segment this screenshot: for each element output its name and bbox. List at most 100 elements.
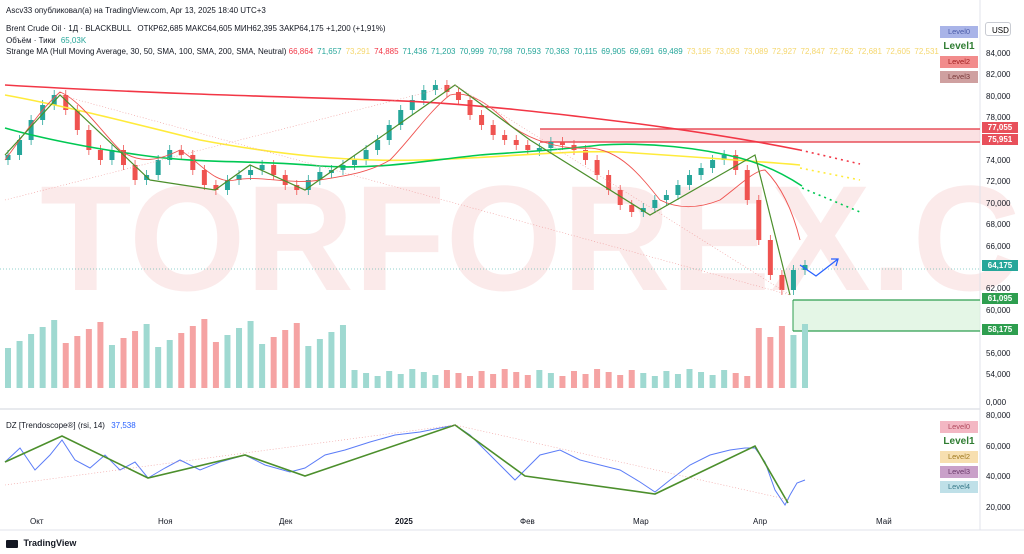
candle[interactable]: [282, 175, 288, 185]
candle[interactable]: [305, 180, 311, 190]
level-badge: Level2: [940, 56, 978, 68]
time-tick: Апр: [753, 517, 768, 526]
candle[interactable]: [710, 160, 716, 168]
candle[interactable]: [352, 160, 358, 165]
volume-label[interactable]: Объём · Тики: [6, 36, 56, 45]
candle[interactable]: [121, 150, 127, 165]
support-zone[interactable]: [793, 300, 980, 331]
ma-value: 73,195: [686, 47, 712, 56]
symbol-name[interactable]: Brent Crude Oil · 1Д · BLACKBULL: [6, 24, 132, 33]
candle[interactable]: [86, 130, 92, 150]
projection-arrow[interactable]: [799, 258, 839, 277]
sma50-line[interactable]: [4, 127, 803, 187]
sma200-projection: [799, 149, 861, 165]
candle[interactable]: [386, 125, 392, 140]
oscillator-pane[interactable]: [4, 424, 806, 506]
candle[interactable]: [40, 105, 46, 120]
candle[interactable]: [132, 165, 138, 180]
candle[interactable]: [559, 142, 565, 145]
candle[interactable]: [652, 200, 658, 208]
ma-value: 71,203: [431, 47, 456, 56]
candle[interactable]: [109, 150, 115, 160]
candle[interactable]: [248, 170, 254, 175]
hull-ma-line[interactable]: [4, 91, 801, 241]
candle[interactable]: [51, 95, 57, 105]
candle[interactable]: [363, 150, 369, 160]
candle[interactable]: [617, 190, 623, 205]
candle[interactable]: [259, 165, 265, 170]
candle[interactable]: [686, 175, 692, 185]
candle[interactable]: [525, 145, 531, 150]
candle[interactable]: [97, 150, 103, 160]
candle[interactable]: [479, 115, 485, 125]
candle[interactable]: [629, 205, 635, 212]
price-axis[interactable]: 84,00082,00080,00078,00076,00074,00072,0…: [980, 0, 1024, 409]
candle[interactable]: [606, 175, 612, 190]
oscillator-tick: 40,000: [986, 472, 1011, 481]
volume-bar: [85, 329, 92, 388]
candle[interactable]: [513, 140, 519, 145]
price-zigzag[interactable]: [4, 84, 791, 296]
candle[interactable]: [421, 90, 427, 100]
candle[interactable]: [502, 135, 508, 140]
candle[interactable]: [455, 92, 461, 100]
price-tag[interactable]: 58,175: [982, 324, 1018, 336]
candle[interactable]: [767, 240, 773, 275]
currency-button[interactable]: USD: [985, 22, 1011, 36]
rsi-line[interactable]: [4, 424, 806, 506]
candle[interactable]: [5, 155, 11, 160]
sma100-line[interactable]: [4, 94, 801, 166]
candle[interactable]: [271, 165, 277, 175]
candle[interactable]: [444, 85, 450, 92]
candle[interactable]: [190, 155, 196, 170]
price-tag[interactable]: 75,951: [982, 134, 1018, 146]
candle[interactable]: [548, 142, 554, 148]
candle[interactable]: [594, 160, 600, 175]
candle[interactable]: [432, 85, 438, 90]
candle[interactable]: [779, 275, 785, 290]
candle[interactable]: [375, 140, 381, 150]
candle[interactable]: [224, 180, 230, 190]
candle[interactable]: [744, 170, 750, 200]
candle[interactable]: [733, 155, 739, 170]
ma-indicator-label[interactable]: Strange MA (Hull Moving Average, 30, 50,…: [6, 47, 287, 56]
candle[interactable]: [663, 195, 669, 200]
candle[interactable]: [294, 185, 300, 190]
candle[interactable]: [63, 95, 69, 110]
candle[interactable]: [28, 120, 34, 140]
candle[interactable]: [213, 185, 219, 190]
candle[interactable]: [317, 172, 323, 180]
price-tag[interactable]: 64,175: [982, 260, 1018, 272]
candle[interactable]: [178, 150, 184, 155]
oscillator-label[interactable]: DZ [Trendoscope®] (rsi, 14): [6, 421, 105, 430]
candle[interactable]: [201, 170, 207, 185]
candle[interactable]: [583, 150, 589, 160]
candle[interactable]: [675, 185, 681, 195]
candle[interactable]: [802, 265, 808, 270]
footer-brand[interactable]: TradingView: [23, 538, 77, 548]
candle[interactable]: [790, 270, 796, 290]
level-badge: Level4: [940, 481, 978, 493]
candle[interactable]: [467, 100, 473, 115]
rsi-zigzag[interactable]: [4, 424, 789, 504]
candle[interactable]: [698, 168, 704, 175]
candle[interactable]: [536, 148, 542, 151]
volume-bar: [28, 334, 35, 388]
oscillator-axis[interactable]: 80,000 60,000 40,000 20,000: [980, 409, 1024, 530]
candle[interactable]: [17, 140, 23, 155]
resistance-zone[interactable]: [540, 129, 980, 142]
candle[interactable]: [721, 155, 727, 160]
candle[interactable]: [74, 110, 80, 130]
candle[interactable]: [398, 110, 404, 125]
price-tag[interactable]: 61,095: [982, 293, 1018, 305]
candle[interactable]: [409, 100, 415, 110]
candle[interactable]: [155, 160, 161, 175]
candle[interactable]: [640, 208, 646, 212]
price-tag[interactable]: 77,055: [982, 122, 1018, 134]
volume-bar: [374, 376, 381, 388]
candle[interactable]: [756, 200, 762, 240]
candle[interactable]: [490, 125, 496, 135]
candle[interactable]: [236, 175, 242, 180]
sma200-line[interactable]: [4, 84, 801, 151]
